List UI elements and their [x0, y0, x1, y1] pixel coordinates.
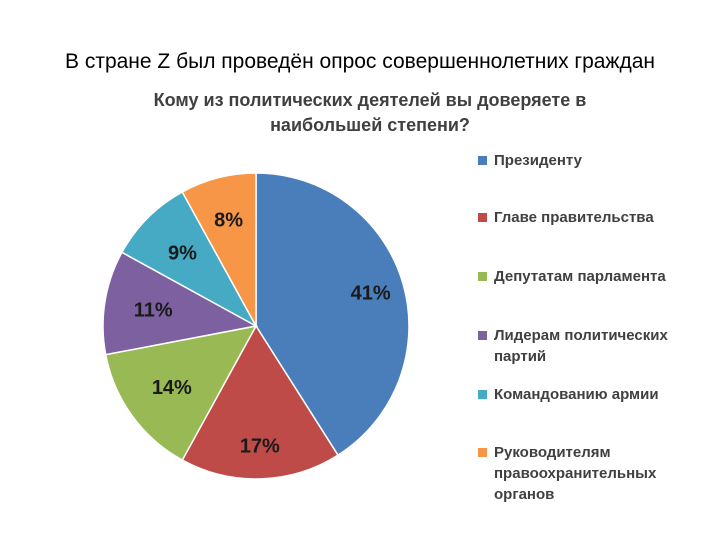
legend-label: Руководителям правоохранительных органов — [494, 444, 657, 503]
slice-data-label: 9% — [168, 242, 197, 264]
pie-slice — [104, 324, 258, 462]
pie-slice — [102, 251, 259, 356]
pie-slice — [255, 172, 410, 457]
slice-data-label: 17% — [240, 435, 280, 457]
legend-swatch — [478, 331, 487, 340]
legend-label: Лидерам политических партий — [494, 327, 668, 365]
pie-slice — [181, 172, 257, 327]
legend-swatch — [478, 390, 487, 399]
legend-swatch — [478, 156, 487, 165]
slice-data-label: 11% — [134, 300, 173, 322]
slide-title: В стране Z был проведён опрос совершенно… — [64, 50, 656, 73]
legend-label: Депутатам парламента — [494, 268, 666, 285]
slice-data-label: 14% — [152, 377, 192, 399]
legend-label: Командованию армии — [494, 386, 659, 403]
pie-slice — [120, 190, 258, 328]
chart-title: Кому из политических деятелей вы доверяе… — [153, 90, 587, 135]
legend-swatch — [478, 448, 487, 457]
legend-label: Главе правительства — [494, 209, 654, 226]
slice-data-label: 41% — [351, 283, 391, 305]
legend-swatch — [478, 272, 487, 281]
pie-slice — [181, 324, 340, 480]
slice-data-label: 8% — [214, 209, 243, 231]
legend-swatch — [478, 213, 487, 222]
legend-label: Президенту — [494, 152, 582, 169]
